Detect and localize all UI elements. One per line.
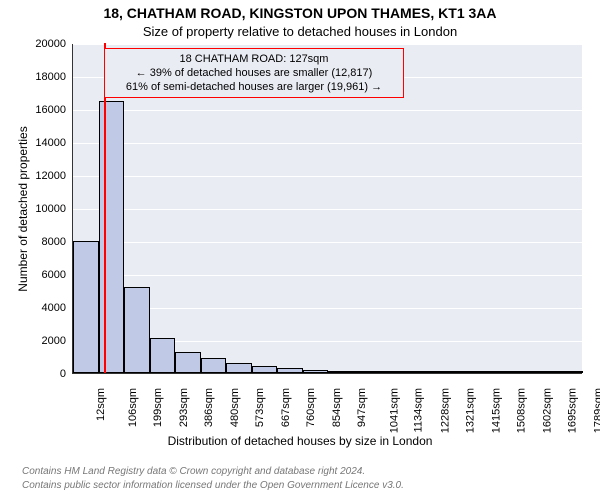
- x-tick-label: 293sqm: [178, 388, 190, 427]
- x-axis-label-text: Distribution of detached houses by size …: [168, 434, 433, 448]
- chart-title: 18, CHATHAM ROAD, KINGSTON UPON THAMES, …: [0, 5, 600, 21]
- annotation-box: 18 CHATHAM ROAD: 127sqm← 39% of detached…: [104, 48, 404, 98]
- histogram-bar: [558, 371, 584, 373]
- histogram-bar: [277, 368, 303, 373]
- histogram-bar: [456, 371, 482, 373]
- x-tick-label: 854sqm: [331, 388, 343, 427]
- y-tick-label: 6000: [22, 269, 66, 281]
- histogram-bar: [354, 371, 380, 373]
- histogram-bar: [99, 101, 125, 373]
- y-tick-label: 0: [22, 368, 66, 380]
- x-tick-label: 1134sqm: [412, 388, 424, 432]
- x-axis-label: Distribution of detached houses by size …: [0, 434, 600, 448]
- y-tick-label: 4000: [22, 302, 66, 314]
- histogram-bar: [201, 358, 227, 373]
- y-tick-label: 8000: [22, 236, 66, 248]
- y-gridline: [73, 44, 582, 45]
- annotation-line: 18 CHATHAM ROAD: 127sqm: [111, 52, 397, 66]
- histogram-bar: [226, 363, 252, 373]
- y-gridline: [73, 209, 582, 210]
- chart-subtitle-text: Size of property relative to detached ho…: [143, 24, 457, 39]
- x-tick-label: 12sqm: [95, 388, 107, 421]
- x-tick-label: 1789sqm: [592, 388, 600, 433]
- y-tick-label: 16000: [22, 104, 66, 116]
- y-gridline: [73, 275, 582, 276]
- y-tick-label: 18000: [22, 71, 66, 83]
- histogram-bar: [150, 338, 176, 373]
- x-tick-label: 1508sqm: [515, 388, 527, 433]
- histogram-bar: [252, 366, 278, 373]
- histogram-bar: [430, 371, 456, 373]
- histogram-bar: [328, 371, 354, 373]
- histogram-bar: [303, 370, 329, 373]
- x-tick-label: 1695sqm: [566, 388, 578, 433]
- chart-title-text: 18, CHATHAM ROAD, KINGSTON UPON THAMES, …: [103, 5, 496, 21]
- annotation-line: ← 39% of detached houses are smaller (12…: [111, 66, 397, 80]
- y-gridline: [73, 242, 582, 243]
- y-gridline: [73, 374, 582, 375]
- histogram-bar: [507, 371, 533, 373]
- y-tick-label: 10000: [22, 203, 66, 215]
- x-tick-label: 386sqm: [203, 388, 215, 427]
- x-tick-label: 1415sqm: [490, 388, 502, 433]
- y-gridline: [73, 143, 582, 144]
- footer-line-1: Contains HM Land Registry data © Crown c…: [22, 466, 365, 477]
- x-tick-label: 573sqm: [254, 388, 266, 427]
- x-tick-label: 1602sqm: [541, 388, 553, 433]
- x-tick-label: 480sqm: [229, 388, 241, 427]
- x-tick-label: 199sqm: [152, 388, 164, 427]
- chart-subtitle: Size of property relative to detached ho…: [0, 24, 600, 39]
- histogram-bar: [73, 241, 99, 373]
- histogram-bar: [481, 371, 507, 373]
- histogram-bar: [175, 352, 201, 373]
- y-gridline: [73, 110, 582, 111]
- x-tick-label: 667sqm: [280, 388, 292, 427]
- x-tick-label: 947sqm: [356, 388, 368, 427]
- x-tick-label: 1041sqm: [388, 388, 400, 433]
- annotation-line: 61% of semi-detached houses are larger (…: [111, 80, 397, 94]
- y-gridline: [73, 176, 582, 177]
- histogram-bar: [379, 371, 405, 373]
- histogram-bar: [124, 287, 150, 373]
- histogram-bar: [532, 371, 558, 373]
- y-tick-label: 2000: [22, 335, 66, 347]
- x-tick-label: 1321sqm: [464, 388, 476, 433]
- footer-line-2-text: Contains public sector information licen…: [22, 480, 404, 491]
- y-tick-label: 12000: [22, 170, 66, 182]
- footer-line-2: Contains public sector information licen…: [22, 480, 404, 491]
- footer-line-1-text: Contains HM Land Registry data © Crown c…: [22, 466, 365, 477]
- histogram-bar: [405, 371, 431, 373]
- x-tick-label: 1228sqm: [439, 388, 451, 433]
- x-tick-label: 760sqm: [305, 388, 317, 427]
- x-tick-label: 106sqm: [127, 388, 139, 427]
- y-tick-label: 20000: [22, 38, 66, 50]
- y-tick-label: 14000: [22, 137, 66, 149]
